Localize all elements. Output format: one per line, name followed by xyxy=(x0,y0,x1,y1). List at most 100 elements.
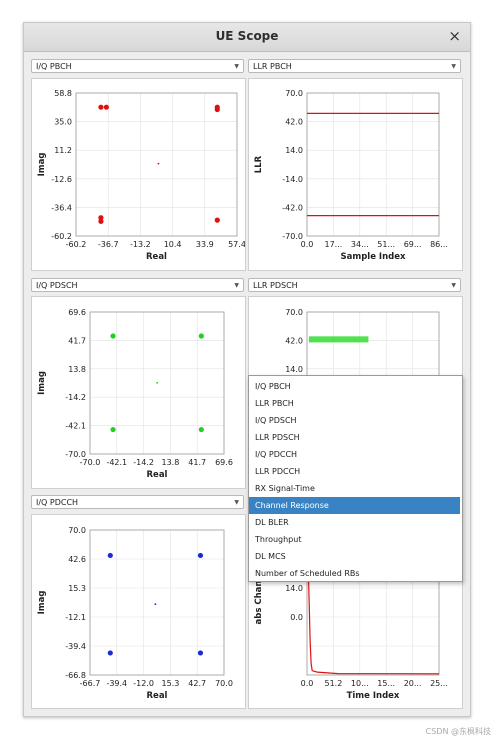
x-tick-label: 69... xyxy=(404,240,422,249)
dropdown-option[interactable]: DL BLER xyxy=(255,518,289,527)
x-tick-label: -36.7 xyxy=(98,240,119,249)
x-tick-label: 34... xyxy=(351,240,369,249)
watermark: CSDN @东枫科技 xyxy=(425,727,491,736)
y-tick-label: 14.0 xyxy=(285,146,303,155)
close-icon[interactable]: × xyxy=(448,27,461,45)
y-tick-label: -14.0 xyxy=(282,175,303,184)
plot-frame xyxy=(306,92,440,237)
selector-label: I/Q PBCH xyxy=(36,62,72,71)
x-tick-label: 33.9 xyxy=(196,240,214,249)
selector-right-middle[interactable]: LLR PDSCH ▼ xyxy=(248,278,461,292)
x-tick-label: 51... xyxy=(377,240,395,249)
x-axis-label: Sample Index xyxy=(341,252,407,262)
x-tick-label: 51.2 xyxy=(324,679,342,688)
y-tick-label: 42.6 xyxy=(68,555,86,564)
x-tick-label: -12.0 xyxy=(133,679,154,688)
chart-panel-iq-pbch: 58.8 35.0 11.2 -12.6 -36.4 -60.2 -60.2 -36.7 -13… xyxy=(31,78,246,271)
chevron-down-icon: ▼ xyxy=(234,499,239,506)
y-axis-label: LLR xyxy=(254,155,264,173)
chart-panel-iq-pdcch: 70.0 42.6 15.3 -12.1 -39.4 -66.8 -66.7 -39.4 -12… xyxy=(31,514,246,709)
chevron-down-icon: ▼ xyxy=(234,63,239,70)
title-bar: UE Scope × xyxy=(24,23,470,52)
x-tick-label: -14.2 xyxy=(133,458,154,467)
y-tick-label: 70.0 xyxy=(285,308,303,317)
selector-left-middle[interactable]: I/Q PDSCH ▼ xyxy=(31,278,244,292)
y-tick-label: -12.6 xyxy=(51,175,72,184)
x-tick-label: 86... xyxy=(430,240,448,249)
y-tick-label: -14.2 xyxy=(65,393,86,402)
dropdown-option[interactable]: LLR PBCH xyxy=(255,399,294,408)
dropdown-option[interactable]: I/Q PDCCH xyxy=(255,450,298,459)
data-point xyxy=(157,162,160,165)
plot-frame xyxy=(89,529,225,676)
y-tick-label: 14.0 xyxy=(285,584,303,593)
x-tick-label: -13.2 xyxy=(130,240,151,249)
x-tick-label: 69.6 xyxy=(215,458,233,467)
data-point xyxy=(154,603,157,606)
selector-label: I/Q PDSCH xyxy=(36,281,78,290)
y-tick-label: 13.8 xyxy=(68,365,86,374)
dropdown-option[interactable]: I/Q PBCH xyxy=(255,382,291,391)
data-point xyxy=(198,426,204,433)
x-tick-label: -70.0 xyxy=(80,458,101,467)
dropdown-option[interactable]: RX Signal-Time xyxy=(255,484,315,493)
x-tick-label: 41.7 xyxy=(188,458,206,467)
selector-left-bottom[interactable]: I/Q PDCCH ▼ xyxy=(31,495,244,509)
y-tick-label: -70.0 xyxy=(65,450,86,459)
x-tick-label: 0.0 xyxy=(301,679,314,688)
chart-iq-pbch: 58.8 35.0 11.2 -12.6 -36.4 -60.2-60.2 -36.7 -13… xyxy=(37,89,246,262)
x-tick-label: 20... xyxy=(404,679,422,688)
chart-panel-llr-pbch: 70.0 42.0 14.0 -14.0 -42.0 -70.0 0.0 17... 34...… xyxy=(248,78,463,271)
dropdown-option[interactable]: Channel Response xyxy=(249,497,460,514)
data-point xyxy=(98,218,104,224)
dropdown-option[interactable]: I/Q PDSCH xyxy=(255,416,297,425)
x-axis-label: Real xyxy=(146,252,167,262)
x-tick-label: 10... xyxy=(351,679,369,688)
x-axis-label: Real xyxy=(147,691,168,701)
y-axis-label: abs Chan xyxy=(254,581,264,625)
chart-iq-pdsch: 69.6 41.7 13.8 -14.2 -42.1 -70.0-70.0 -42.1 -14… xyxy=(37,308,233,480)
selector-right-top[interactable]: LLR PBCH ▼ xyxy=(248,59,461,73)
y-tick-label: -39.4 xyxy=(65,642,86,651)
y-tick-label: -36.4 xyxy=(51,203,72,212)
y-axis-label: Imag xyxy=(37,591,47,615)
x-tick-label: 17... xyxy=(324,240,342,249)
y-tick-label: 70.0 xyxy=(68,526,86,535)
data-point xyxy=(110,333,116,339)
data-point xyxy=(214,106,220,113)
y-tick-label: -12.1 xyxy=(65,613,86,622)
chart-llr-pbch: 70.0 42.0 14.0 -14.0 -42.0 -70.00.0 17... 34...… xyxy=(254,89,448,262)
data-point xyxy=(103,104,109,110)
y-tick-label: 58.8 xyxy=(54,89,72,98)
x-tick-label: 25... xyxy=(430,679,448,688)
selector-label: LLR PBCH xyxy=(253,62,292,71)
data-point xyxy=(197,552,204,559)
dropdown-option[interactable]: LLR PDCCH xyxy=(255,467,301,476)
selector-left-top[interactable]: I/Q PBCH ▼ xyxy=(31,59,244,73)
selector-label: LLR PDSCH xyxy=(253,281,298,290)
dropdown-option[interactable]: DL MCS xyxy=(255,552,286,561)
dropdown-option[interactable]: LLR PDSCH xyxy=(255,433,300,442)
x-tick-label: 10.4 xyxy=(164,240,182,249)
data-point xyxy=(198,333,204,339)
y-tick-label: 42.0 xyxy=(285,336,303,345)
y-tick-label: 41.7 xyxy=(68,336,86,345)
y-tick-label: 0.0 xyxy=(290,613,303,622)
selector-label: I/Q PDCCH xyxy=(36,498,79,507)
y-tick-label: -42.0 xyxy=(282,203,303,212)
dropdown-option[interactable]: Number of Scheduled RBs xyxy=(255,569,360,578)
dropdown-option[interactable]: Throughput xyxy=(255,535,302,544)
window-title: UE Scope xyxy=(215,29,279,43)
data-point xyxy=(98,104,104,110)
x-tick-label: 0.0 xyxy=(301,240,314,249)
y-tick-label: 15.3 xyxy=(68,584,86,593)
x-tick-label: -42.1 xyxy=(106,458,127,467)
plot-frame xyxy=(89,311,225,455)
chevron-down-icon: ▼ xyxy=(451,63,456,70)
y-tick-label: 69.6 xyxy=(68,308,86,317)
x-tick-label: 57.4 xyxy=(228,240,245,249)
y-tick-label: 35.0 xyxy=(54,118,72,127)
chevron-down-icon: ▼ xyxy=(234,282,239,289)
y-tick-label: -70.0 xyxy=(282,232,303,241)
data-point xyxy=(107,650,113,656)
